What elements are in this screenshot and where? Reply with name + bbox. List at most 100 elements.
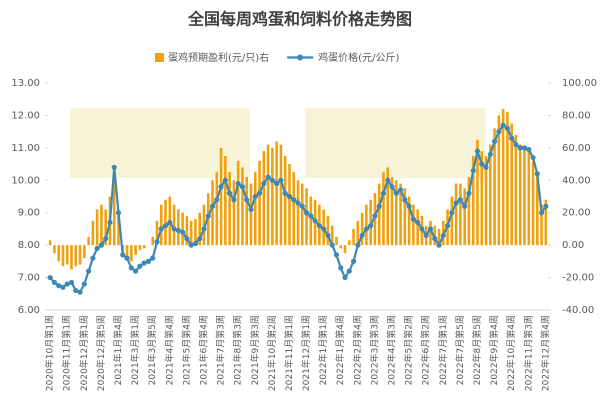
x-tick-label: 2022年2月第4周 [351, 315, 363, 385]
point [521, 145, 528, 151]
x-tick-label: 2021年11月第1周 [283, 315, 295, 391]
point [397, 187, 404, 193]
x-tick-label: 2021年3月第1周 [129, 315, 141, 385]
bar [480, 151, 484, 246]
point [81, 281, 87, 287]
point [235, 180, 241, 187]
bar [536, 172, 539, 246]
bar [95, 209, 99, 246]
x-tick-label: 2022年1月第4周 [334, 315, 346, 385]
bar [279, 144, 283, 246]
bar [433, 225, 437, 246]
point [496, 129, 502, 135]
point [444, 223, 451, 229]
point [115, 210, 122, 216]
point [201, 226, 207, 232]
point [77, 289, 83, 295]
bar [138, 245, 142, 251]
point [150, 255, 156, 261]
point [491, 138, 498, 144]
point [410, 216, 416, 222]
bar [181, 212, 184, 246]
bar [437, 228, 441, 246]
point [303, 210, 310, 216]
bar [390, 177, 394, 246]
point [402, 197, 408, 203]
bar [510, 123, 513, 246]
bar [70, 245, 73, 270]
bar [292, 172, 296, 246]
x-tick-label: 2021年10月第2周 [266, 315, 278, 391]
point [457, 197, 463, 203]
y2-tick-label: 40.00 [562, 175, 591, 186]
point [530, 154, 536, 161]
y-tick-label: 9.00 [18, 208, 40, 219]
point [517, 145, 523, 151]
point [474, 148, 481, 154]
bar [454, 183, 458, 246]
bar [185, 215, 189, 246]
point [205, 213, 211, 219]
bar [489, 144, 492, 246]
point [372, 213, 378, 219]
y2-tick-label: 80.00 [562, 110, 591, 121]
bar [219, 147, 223, 246]
point [261, 180, 267, 187]
bar [83, 245, 86, 259]
point [282, 190, 288, 196]
point [419, 226, 425, 232]
point [393, 190, 399, 196]
point [346, 268, 352, 274]
y-tick-label: 8.00 [18, 240, 40, 251]
point [415, 219, 421, 226]
point [269, 177, 275, 183]
point [479, 161, 485, 167]
chart-title: 全国每周鸡蛋和饲料价格走势图 [187, 10, 412, 29]
bar [518, 144, 522, 246]
point [214, 197, 220, 203]
bar [288, 164, 291, 246]
point [509, 135, 515, 141]
point [209, 203, 216, 209]
point [184, 236, 190, 242]
point [128, 265, 134, 271]
bar [540, 204, 543, 246]
bar [155, 220, 159, 246]
point [291, 197, 297, 203]
bar [450, 196, 454, 246]
bar [53, 245, 56, 254]
y-tick-label: 13.00 [11, 78, 40, 89]
x-tick-label: 2021年4月第4周 [163, 315, 175, 385]
point [487, 151, 493, 157]
x-tick-label: 2022年12月第4周 [539, 315, 551, 391]
x-tick-label: 2021年8月第3周 [232, 315, 244, 385]
legend-swatch [297, 54, 304, 61]
point [103, 236, 109, 242]
bar [91, 220, 95, 246]
point [154, 239, 160, 245]
point [316, 223, 322, 229]
point [543, 203, 549, 209]
point [453, 200, 459, 206]
point [56, 283, 62, 289]
bar [134, 245, 137, 255]
bar [309, 196, 313, 246]
bar [189, 220, 193, 246]
point [218, 184, 224, 190]
bar [65, 245, 69, 265]
x-tick-label: 2020年12月第1周 [78, 315, 90, 391]
point [158, 226, 164, 232]
y2-tick-label: -40.00 [562, 305, 594, 316]
point [333, 252, 340, 258]
y-tick-label: 11.00 [11, 143, 40, 154]
point [368, 223, 374, 229]
point [73, 287, 79, 294]
point [325, 232, 331, 239]
point [98, 242, 105, 248]
point [145, 258, 152, 264]
point [350, 258, 357, 264]
bar [369, 199, 372, 246]
point [256, 190, 263, 196]
bar [501, 108, 505, 246]
